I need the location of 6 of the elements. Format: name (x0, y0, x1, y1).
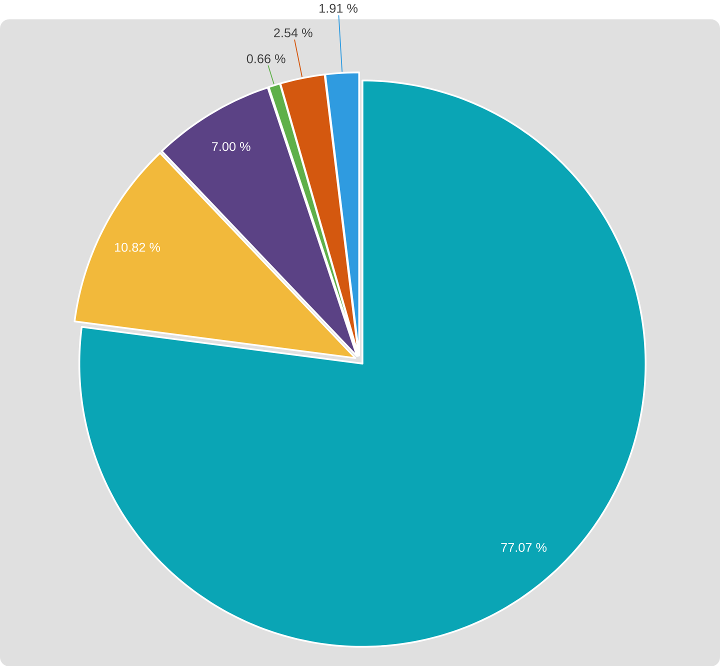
data-label: 1.91 % (320, 4, 358, 13)
data-label: 77.07 % (501, 542, 547, 552)
data-label: 10.82 % (115, 242, 160, 252)
data-label: 7.00 % (212, 142, 250, 151)
data-label: 2.54 % (274, 28, 312, 38)
data-label: 0.66 % (246, 54, 286, 64)
